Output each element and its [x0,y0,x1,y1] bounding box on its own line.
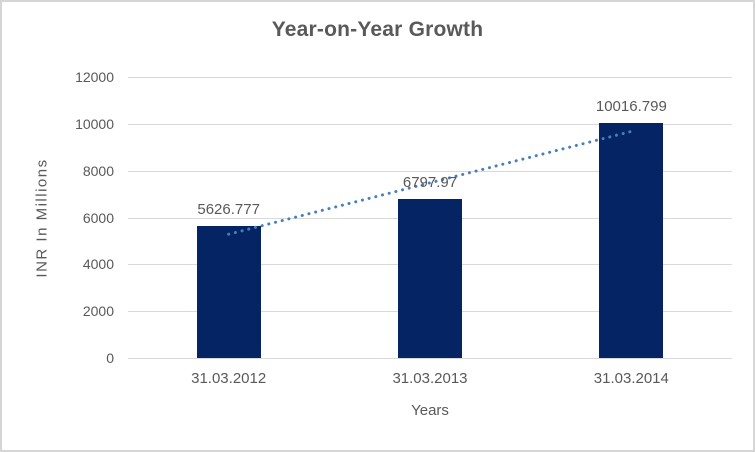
bar-data-label: 5626.777 [197,201,260,219]
x-axis-title: Years [411,402,449,419]
x-tick-label: 31.03.2014 [593,370,669,387]
bar-data-label: 10016.799 [595,98,667,116]
y-tick-label: 4000 [82,256,114,273]
bar [398,198,462,358]
x-tick-label: 31.03.2012 [191,370,267,387]
bar [599,123,664,358]
gridline [128,358,732,359]
gridline [128,123,732,125]
y-tick-label: 6000 [82,209,114,226]
y-tick-label: 2000 [82,303,114,320]
y-tick-label: 12000 [75,69,114,85]
y-tick-label: 8000 [82,162,114,179]
y-tick-label: 0 [106,350,114,366]
bar-data-label: 6797.97 [402,173,458,191]
y-tick-label: 10000 [75,115,114,132]
x-tick-label: 31.03.2013 [392,370,468,387]
bar [196,226,261,358]
chart-title: Year-on-Year Growth [271,18,484,41]
gridline [128,77,732,78]
